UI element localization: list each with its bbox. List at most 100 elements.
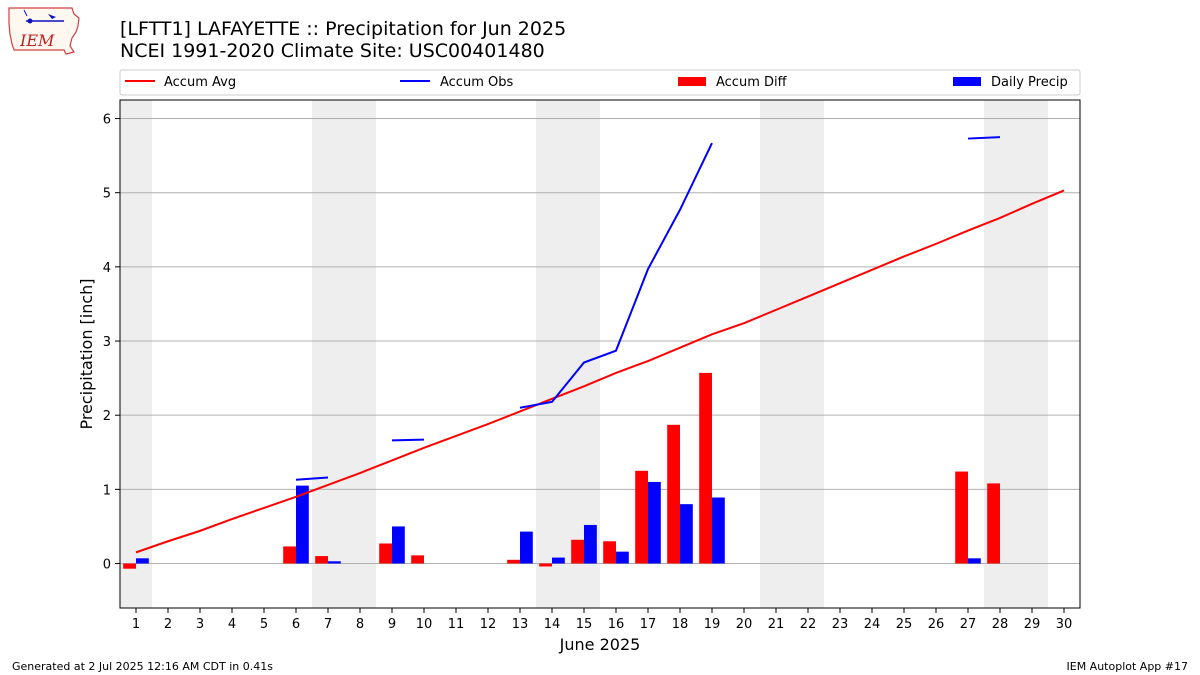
daily-precip-bar-day-16 [616, 551, 629, 564]
accum-diff-bar-day-13 [507, 559, 520, 564]
accum-obs-segment-1 [295, 476, 329, 481]
x-tick-label-21: 21 [768, 617, 785, 632]
daily-precip-bar-day-9 [392, 526, 405, 564]
daily-precip-bar-day-15 [584, 524, 597, 564]
accum-avg-line [135, 189, 1065, 554]
x-tick-label-20: 20 [736, 617, 753, 632]
x-tick-label-15: 15 [576, 617, 593, 632]
legend-frame [119, 69, 1081, 96]
accum-diff-bar-day-15 [571, 539, 584, 564]
daily-precip-bar-day-6 [296, 485, 309, 564]
legend-swatch-accum-diff [678, 77, 706, 86]
accum-diff-bar-day-27 [955, 471, 968, 564]
accum-diff-bar-day-17 [635, 470, 648, 564]
x-tick-label-23: 23 [832, 617, 849, 632]
x-tick-label-19: 19 [704, 617, 721, 632]
accum-obs-segment-4 [967, 136, 1001, 140]
x-tick-label-4: 4 [228, 617, 236, 632]
accum-diff-bar-day-18 [667, 424, 680, 564]
weekend-band-day-8 [344, 100, 376, 608]
y-tick-label-3: 3 [103, 335, 111, 350]
x-axis-label: June 2025 [559, 635, 641, 654]
bars [123, 372, 1000, 569]
x-tick-label-18: 18 [672, 617, 689, 632]
chart-title: [LFTT1] LAFAYETTE :: Precipitation for J… [120, 18, 567, 40]
accum-obs-segment-2 [391, 438, 425, 442]
accum-diff-bar-day-14 [539, 563, 552, 567]
x-tick-label-8: 8 [356, 617, 364, 632]
legend-swatch-daily-precip [953, 77, 981, 86]
app-note: IEM Autoplot App #17 [1066, 660, 1189, 673]
daily-precip-bar-day-18 [680, 504, 693, 564]
x-tick-label-3: 3 [196, 617, 204, 632]
x-tick-label-9: 9 [388, 617, 396, 632]
y-tick-label-5: 5 [103, 187, 111, 202]
legend-label-accum-avg: Accum Avg [164, 75, 236, 90]
iowa-outline-logo [8, 7, 80, 55]
accum-diff-bar-day-1 [123, 563, 136, 569]
weekend-shading [120, 100, 1048, 608]
y-tick-label-0: 0 [103, 558, 111, 573]
generated-note: Generated at 2 Jul 2025 12:16 AM CDT in … [12, 660, 273, 673]
accum-obs-segment-3 [519, 142, 713, 409]
x-tick-label-10: 10 [416, 617, 433, 632]
iem-logo: IEM [6, 4, 82, 64]
x-tick-label-25: 25 [896, 617, 913, 632]
x-tick-label-29: 29 [1024, 617, 1041, 632]
x-tick-label-17: 17 [640, 617, 657, 632]
chart-subtitle: NCEI 1991-2020 Climate Site: USC00401480 [120, 40, 545, 62]
x-tick-label-5: 5 [260, 617, 268, 632]
x-tick-label-2: 2 [164, 617, 172, 632]
y-axis-label: Precipitation [inch] [77, 278, 96, 429]
x-tick-label-30: 30 [1056, 617, 1073, 632]
accum-diff-bar-day-10 [411, 555, 424, 564]
weekend-band-day-1 [120, 100, 152, 608]
x-tick-label-16: 16 [608, 617, 625, 632]
weekend-band-day-21 [760, 100, 792, 608]
x-tick-label-11: 11 [448, 617, 465, 632]
accum-diff-bar-day-7 [315, 556, 328, 564]
legend-label-accum-diff: Accum Diff [716, 75, 788, 90]
daily-precip-bar-day-1 [136, 558, 149, 564]
daily-precip-bar-day-7 [328, 561, 341, 564]
y-tick-label-1: 1 [103, 483, 111, 498]
weekend-band-day-29 [1016, 100, 1048, 608]
daily-precip-bar-day-13 [520, 531, 533, 564]
y-tick-label-4: 4 [103, 261, 111, 276]
logo-dot [27, 18, 33, 24]
x-tick-label-24: 24 [864, 617, 881, 632]
x-tick-label-14: 14 [544, 617, 561, 632]
legend-label-daily-precip: Daily Precip [991, 75, 1068, 90]
logo-mark [23, 9, 28, 17]
x-tick-label-1: 1 [132, 617, 140, 632]
x-tick-label-22: 22 [800, 617, 817, 632]
x-tick-label-12: 12 [480, 617, 497, 632]
x-tick-label-26: 26 [928, 617, 945, 632]
daily-precip-bar-day-19 [712, 497, 725, 564]
legend: Accum Avg Accum Obs Accum Diff Daily Pre… [119, 69, 1081, 96]
accum-diff-bar-day-6 [283, 546, 296, 564]
weekend-band-day-14 [536, 100, 568, 608]
x-tick-label-13: 13 [512, 617, 529, 632]
daily-precip-bar-day-27 [968, 558, 981, 564]
x-tick-label-6: 6 [292, 617, 300, 632]
accum-diff-bar-day-9 [379, 543, 392, 564]
weekend-band-day-22 [792, 100, 824, 608]
weekend-band-day-7 [312, 100, 344, 608]
logo-text: IEM [19, 31, 55, 50]
x-tick-label-27: 27 [960, 617, 977, 632]
y-tick-label-2: 2 [103, 409, 111, 424]
accum-diff-bar-day-19 [699, 372, 712, 564]
logo-bird [48, 14, 56, 19]
accum-diff-bar-day-16 [603, 541, 616, 564]
y-tick-label-6: 6 [103, 113, 111, 128]
plot-frame [119, 99, 1081, 609]
weekend-band-day-15 [568, 100, 600, 608]
lines [135, 136, 1065, 554]
grid-lines [120, 118, 1080, 565]
accum-diff-bar-day-28 [987, 483, 1000, 564]
legend-label-accum-obs: Accum Obs [440, 75, 513, 90]
x-tick-label-28: 28 [992, 617, 1009, 632]
